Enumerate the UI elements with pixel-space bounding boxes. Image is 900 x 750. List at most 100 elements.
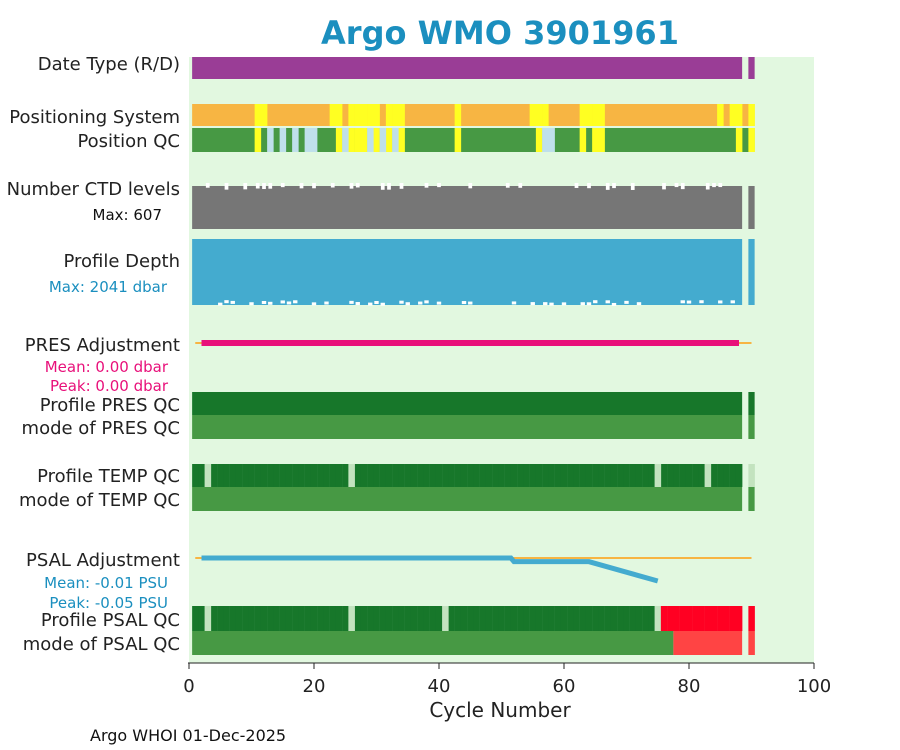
profile-temp-qc-cell <box>735 464 743 487</box>
profile-psal-qc-cell <box>460 606 468 631</box>
profile-psal-qc-cell <box>560 606 568 631</box>
profile-psal-qc-cell <box>585 606 593 631</box>
positioning-system-alt-cell <box>329 104 337 126</box>
profile-temp-qc-cell <box>710 464 718 487</box>
plot-area <box>189 57 814 663</box>
row-label-psal-adjustment: PSAL Adjustment <box>26 550 180 571</box>
profile-psal-qc-cell-f <box>748 606 755 631</box>
positioning-system-alt-cell <box>592 104 599 126</box>
date-type-bar <box>748 57 755 79</box>
profile-temp-qc-cell <box>523 464 530 487</box>
position-qc-missing-cell <box>279 128 287 152</box>
profile-psal-qc-cell <box>592 606 599 631</box>
psal-adjustment-line <box>201 555 659 584</box>
position-qc-missing-cell <box>267 128 274 152</box>
positioning-system-alt-cell <box>385 104 393 126</box>
profile-temp-qc-cell <box>448 464 455 487</box>
row-label-pres-adjustment: PRES Adjustment <box>25 335 180 356</box>
ctd-levels-notch <box>399 183 404 189</box>
profile-depth-notch <box>549 302 554 306</box>
profile-psal-qc-cell <box>535 606 543 631</box>
profile-psal-qc-cell <box>385 606 393 631</box>
profile-temp-qc-cell <box>529 464 537 487</box>
profile-psal-qc-cell <box>517 606 524 631</box>
profile-temp-qc-cell <box>535 464 543 487</box>
ctd-levels-bar <box>192 186 743 229</box>
profile-psal-qc-cell-f <box>717 606 724 631</box>
profile-pres-qc-bar <box>748 392 755 415</box>
profile-psal-qc-cell <box>635 606 643 631</box>
profile-temp-qc-cell <box>692 464 699 487</box>
profile-temp-qc-cell <box>429 464 437 487</box>
profile-depth-notch <box>311 302 317 306</box>
positioning-system-alt-cell <box>542 104 549 126</box>
row-label-date-type: Date Type (R/D) <box>38 54 180 75</box>
x-axis-label: Cycle Number <box>429 698 571 722</box>
profile-temp-qc-cell <box>460 464 468 487</box>
profile-temp-qc-cell <box>354 464 362 487</box>
profile-psal-qc-cell <box>479 606 487 631</box>
x-tick-label: 0 <box>183 676 194 697</box>
ctd-levels-notch <box>574 183 579 188</box>
profile-temp-qc-cell-b <box>748 464 755 487</box>
positioning-system-alt-cell <box>360 104 368 126</box>
profile-psal-qc-cell <box>604 606 612 631</box>
profile-depth-notch <box>511 301 517 305</box>
profile-temp-qc-cell <box>648 464 655 487</box>
profile-temp-qc-cell-b <box>348 464 355 487</box>
profile-temp-qc-cell <box>617 464 624 487</box>
profile-temp-qc-cell <box>642 464 649 487</box>
profile-psal-qc-cell <box>379 606 387 631</box>
row-label-profile-psal-qc: Profile PSAL QC <box>41 610 180 631</box>
mode-psal-qc-good <box>192 631 674 655</box>
profile-depth-notch <box>218 302 223 306</box>
profile-psal-qc-cell <box>354 606 362 631</box>
profile-psal-qc-cell <box>260 606 268 631</box>
profile-depth-notch <box>418 301 423 305</box>
positioning-system-alt-cell <box>398 104 405 126</box>
profile-psal-qc-cell-f <box>692 606 699 631</box>
row-label-profile-depth: Profile Depth <box>63 251 180 272</box>
profile-psal-qc-cell <box>485 606 493 631</box>
ctd-levels-notch <box>330 183 335 188</box>
profile-psal-qc-cell <box>467 606 474 631</box>
profile-temp-qc-cell <box>260 464 268 487</box>
profile-temp-qc-cell <box>635 464 643 487</box>
profile-temp-qc-cell <box>604 464 612 487</box>
profile-pres-qc-bar <box>192 392 743 415</box>
profile-depth-notch <box>355 302 360 306</box>
profile-temp-qc-cell <box>279 464 287 487</box>
profile-psal-qc-cell <box>410 606 418 631</box>
profile-psal-qc-cell <box>567 606 574 631</box>
profile-temp-qc-cell <box>554 464 562 487</box>
positioning-system-alt-cell <box>367 104 374 126</box>
profile-depth-max: Max: 2041 dbar <box>49 278 168 296</box>
profile-temp-qc-cell <box>579 464 587 487</box>
ctd-levels-notch <box>518 183 523 188</box>
profile-temp-qc-cell-b <box>654 464 662 487</box>
profile-psal-qc-cell-f <box>667 606 674 631</box>
profile-temp-qc-cell <box>317 464 324 487</box>
profile-psal-qc-cell <box>623 606 630 631</box>
profile-depth-bar <box>192 239 743 305</box>
profile-psal-qc-cell <box>267 606 274 631</box>
row-label-position-qc: Position QC <box>77 131 180 152</box>
profile-temp-qc-cell <box>473 464 480 487</box>
position-qc-missing-cell <box>379 128 387 152</box>
profile-psal-qc-cell <box>317 606 324 631</box>
profile-psal-qc-cell <box>279 606 287 631</box>
positioning-system-alt-cell <box>373 104 380 126</box>
profile-temp-qc-cell-b <box>204 464 212 487</box>
mode-psal-qc-bad <box>673 631 743 655</box>
profile-psal-qc-cell <box>273 606 280 631</box>
ctd-levels-notch <box>424 183 429 188</box>
profile-temp-qc-cell <box>248 464 255 487</box>
profile-temp-qc-cell <box>685 464 693 487</box>
profile-depth-notch <box>436 301 442 305</box>
profile-temp-qc-cell <box>510 464 518 487</box>
profile-psal-qc-cell <box>610 606 618 631</box>
profile-depth-notch <box>530 302 535 306</box>
profile-psal-qc-cell <box>223 606 230 631</box>
profile-temp-qc-cell <box>667 464 674 487</box>
profile-temp-qc-cell <box>467 464 474 487</box>
